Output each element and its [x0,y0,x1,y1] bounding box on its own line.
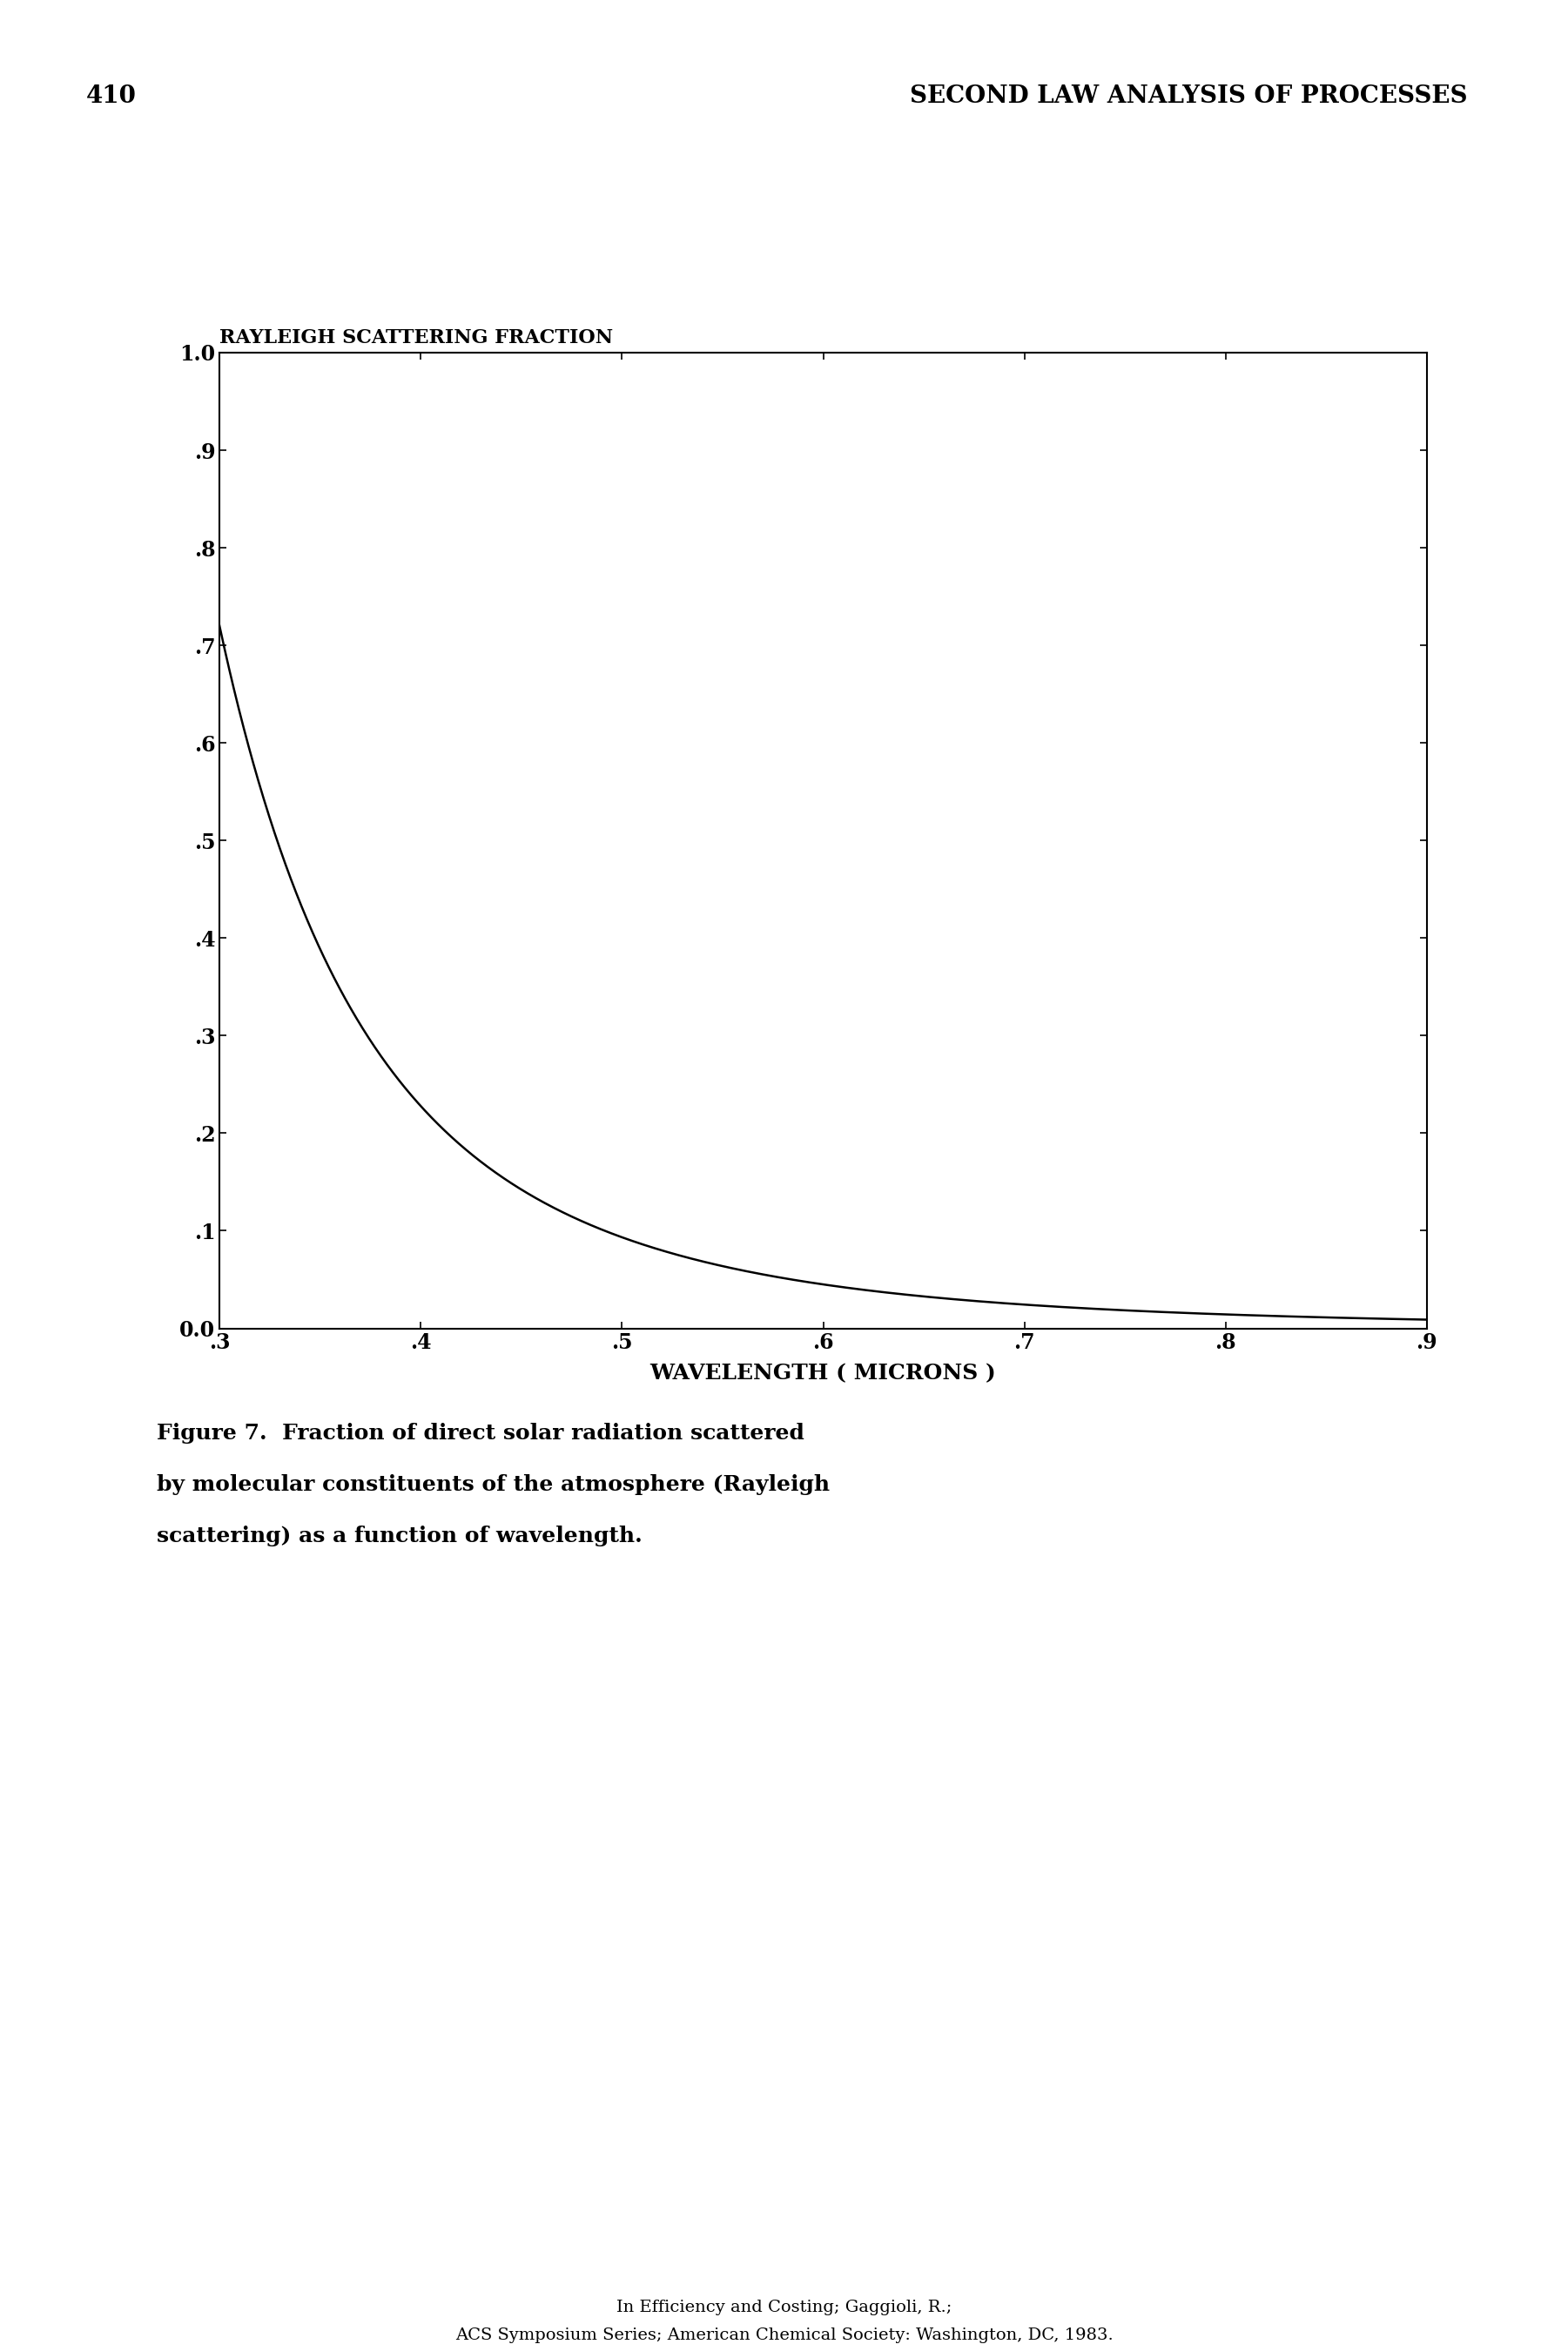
Text: Figure 7.  Fraction of direct solar radiation scattered: Figure 7. Fraction of direct solar radia… [157,1422,804,1444]
Text: SECOND LAW ANALYSIS OF PROCESSES: SECOND LAW ANALYSIS OF PROCESSES [909,85,1468,108]
Text: In Efficiency and Costing; Gaggioli, R.;: In Efficiency and Costing; Gaggioli, R.; [616,2299,952,2316]
Text: scattering) as a function of wavelength.: scattering) as a function of wavelength. [157,1526,643,1547]
Text: ACS Symposium Series; American Chemical Society: Washington, DC, 1983.: ACS Symposium Series; American Chemical … [455,2327,1113,2344]
Text: RAYLEIGH SCATTERING FRACTION: RAYLEIGH SCATTERING FRACTION [220,329,613,348]
X-axis label: WAVELENGTH ( MICRONS ): WAVELENGTH ( MICRONS ) [651,1364,996,1385]
Text: 410: 410 [86,85,136,108]
Text: by molecular constituents of the atmosphere (Rayleigh: by molecular constituents of the atmosph… [157,1474,829,1495]
